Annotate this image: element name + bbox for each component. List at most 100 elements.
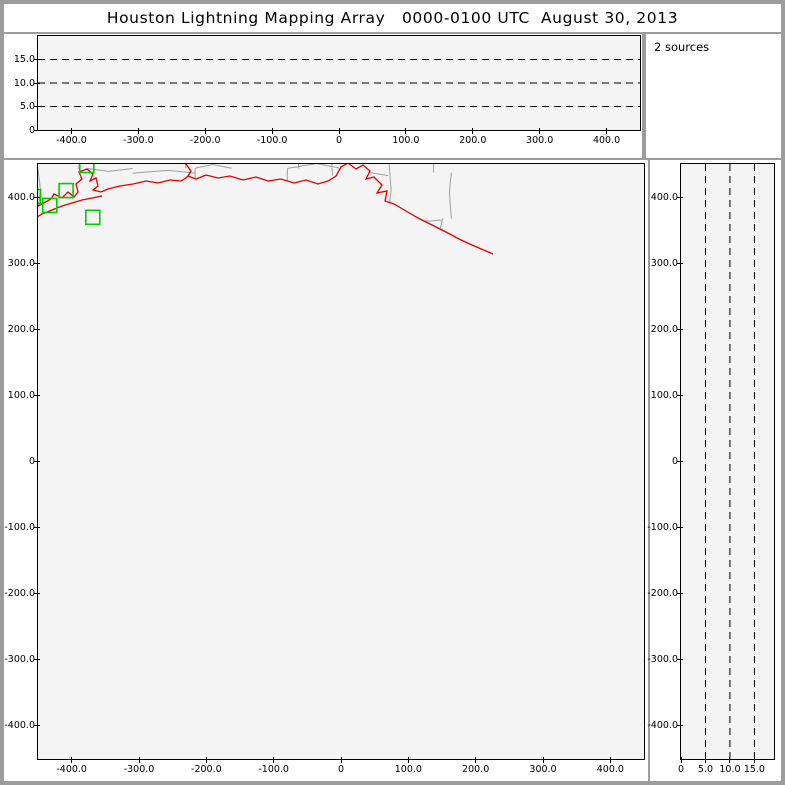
y-axis-tick [34,593,40,595]
x-axis-tick [205,757,207,763]
y-axis-tick [34,461,40,462]
y-axis-tick [34,196,40,198]
x-axis-tick [542,757,544,763]
y-axis-tick-label: -400.0 [647,720,678,732]
altitude-eastwest-plot-area[interactable] [37,35,641,131]
panel-altitude-vs-eastwest: -400.0 -300.0 -200.0 -100.0 0 100.0 200.0 300.0… [4,34,642,158]
x-axis-tick-label: -100.0 [256,135,288,146]
sources-count-panel: 2 sources [646,34,781,158]
x-axis-tick-label: -200.0 [191,764,222,775]
x-axis-tick-label: -400.0 [56,135,87,146]
y-axis-tick [677,659,683,661]
lightning-sources-layer [38,164,100,224]
y-axis-tick-label: 100.0 [7,389,35,401]
y-axis-tick [34,262,40,264]
y-axis-tick-label: 100.0 [650,389,678,401]
x-axis-tick-label: -300.0 [123,135,154,146]
x-axis-tick [70,128,72,134]
y-axis-tick [677,394,683,396]
y-axis-tick-label: 200.0 [7,323,35,335]
x-axis-tick [271,128,273,134]
y-axis-tick [677,527,683,529]
y-axis-tick-label: 5.0 [19,101,35,112]
x-axis-tick [680,757,682,763]
map-canvas [38,164,644,759]
lightning-source-marker [43,198,57,212]
x-axis-tick [71,757,73,763]
lightning-source-marker [59,184,73,198]
x-axis-tick-label: 10.0 [719,764,741,775]
y-axis-tick [677,725,683,727]
x-axis-tick [475,757,477,763]
y-axis-tick-label: 0 [671,456,678,467]
y-axis-tick [677,328,683,330]
x-axis-tick-label: -400.0 [56,764,87,775]
page-title: Houston Lightning Mapping Array 0000-010… [106,9,679,27]
y-axis-tick-label: 300.0 [650,257,678,269]
y-axis-tick-label: -300.0 [647,654,678,666]
plan-view-map-plot-area[interactable] [37,163,645,760]
y-axis-tick [677,461,683,462]
panel-plan-view-map: -400.0 -300.0 -200.0 -100.0 0 100.0 200.0 300.0… [4,160,648,781]
dashed-gridlines-horizontal [38,59,640,107]
y-axis-tick-label: -200.0 [647,588,678,600]
title-bar: Houston Lightning Mapping Array 0000-010… [4,4,781,32]
y-axis-tick-label: -100.0 [4,522,35,534]
x-axis-tick [137,128,139,134]
x-axis-tick [472,128,474,134]
y-axis-tick [34,394,40,396]
y-axis-tick-label: -300.0 [4,654,35,666]
x-axis-tick [138,757,140,763]
x-axis-tick [407,757,409,763]
y-axis-tick-label: 200.0 [650,323,678,335]
x-axis-tick [338,128,340,134]
lightning-source-marker [80,164,94,173]
x-axis-tick [204,128,206,134]
x-axis-tick-label: -300.0 [123,764,155,775]
county-lines-layer [38,164,501,628]
x-axis-tick-label: 0 [335,135,343,146]
altitude-northsouth-plot-area[interactable] [680,163,775,760]
x-axis-tick-label: 400.0 [596,764,624,775]
y-axis-tick-label: -400.0 [4,720,35,732]
x-axis-tick-label: 0 [677,764,685,775]
y-axis-tick [677,262,683,264]
x-axis-tick [609,757,611,763]
x-axis-tick [729,757,731,763]
y-axis-tick-label: 300.0 [7,257,35,269]
dashed-gridlines-vertical [704,164,755,759]
y-axis-tick-label: 400.0 [650,191,678,203]
y-axis-tick [34,82,40,84]
y-axis-tick [34,129,40,131]
y-axis-tick-label: -200.0 [4,588,35,600]
x-axis-tick [704,757,706,763]
y-axis-tick-label: -100.0 [647,522,678,534]
x-axis-tick-label: 100.0 [392,135,420,146]
y-axis-tick [677,196,683,198]
x-axis-tick-label: 300.0 [526,135,554,146]
x-axis-tick-label: 5.0 [697,764,714,775]
x-axis-tick-label: -100.0 [258,764,289,775]
sources-count-label: 2 sources [654,40,710,54]
y-axis-tick-label: 0 [28,456,35,467]
y-axis-tick [34,106,40,107]
y-axis-tick [34,527,40,529]
y-axis-tick-label: 15.0 [13,54,35,65]
x-axis-tick-label: 15.0 [743,764,765,775]
x-axis-tick-label: 400.0 [592,135,621,146]
lightning-source-marker [38,190,41,204]
x-axis-tick [273,757,275,763]
x-axis-tick-label: 100.0 [394,764,422,775]
x-axis-tick [606,128,608,134]
y-axis-tick [677,593,683,595]
y-axis-tick-label: 10.0 [13,77,35,89]
x-axis-tick-label: 300.0 [529,764,557,775]
y-axis-tick [34,59,40,60]
x-axis-tick-label: 0 [337,764,345,775]
lightning-source-marker [86,210,100,224]
y-axis-tick [34,659,40,661]
x-axis-tick-label: -200.0 [189,135,221,146]
y-axis-tick-label: 0 [28,124,35,136]
x-axis-tick-label: 200.0 [462,764,490,775]
